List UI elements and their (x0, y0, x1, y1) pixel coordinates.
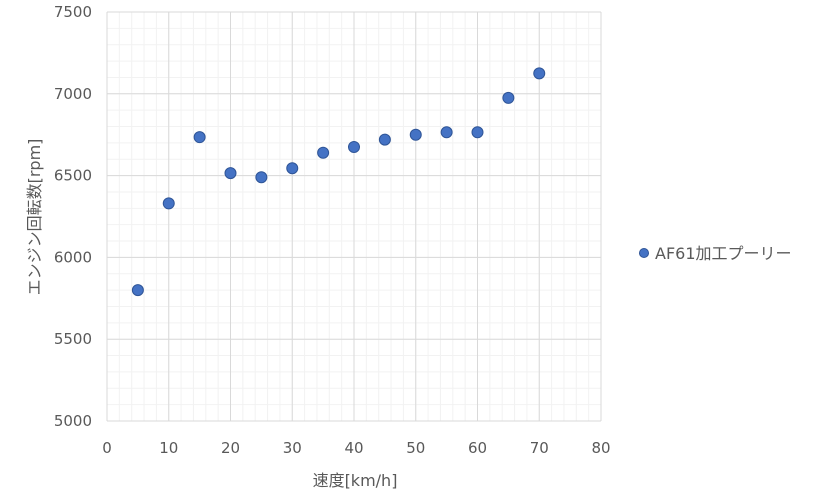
grid-layer (106, 11, 602, 422)
x-tick-label: 80 (591, 439, 610, 457)
x-tick-label: 10 (159, 439, 178, 457)
data-point (193, 131, 206, 144)
data-point (286, 162, 299, 175)
legend: AF61加工プーリー (639, 244, 792, 263)
x-tick-label: 50 (406, 439, 425, 457)
y-tick-label: 7000 (54, 85, 92, 103)
x-tick-label: 40 (344, 439, 363, 457)
tick-label-layer: 0 10 20 30 40 50 60 70 80 5000 5500 6000 6500 7000 750… (54, 3, 611, 457)
legend-label: AF61加工プーリー (655, 244, 792, 263)
x-tick-label: 0 (102, 439, 112, 457)
y-tick-label: 6500 (54, 167, 92, 185)
data-point (348, 140, 360, 153)
data-point-layer (131, 67, 546, 297)
data-point (131, 284, 144, 297)
data-point (162, 197, 175, 210)
y-tick-label: 5500 (54, 330, 92, 348)
data-point (255, 171, 268, 184)
x-tick-label: 70 (530, 439, 549, 457)
y-tick-label: 6000 (54, 248, 92, 266)
x-axis-title: 速度[km/h] (313, 471, 398, 490)
data-point (471, 126, 484, 139)
y-tick-label: 5000 (54, 412, 92, 430)
data-point (317, 146, 330, 159)
x-tick-label: 60 (468, 439, 487, 457)
data-point (409, 128, 422, 141)
y-tick-label: 7500 (54, 3, 92, 21)
y-axis-title: エンジン回転数[rpm] (25, 139, 44, 296)
data-point (224, 167, 237, 180)
data-point (533, 67, 546, 80)
data-point (440, 126, 453, 139)
data-point (378, 133, 391, 146)
data-point (502, 91, 515, 104)
x-tick-label: 20 (221, 439, 240, 457)
legend-marker (639, 248, 649, 258)
x-tick-label: 30 (283, 439, 302, 457)
